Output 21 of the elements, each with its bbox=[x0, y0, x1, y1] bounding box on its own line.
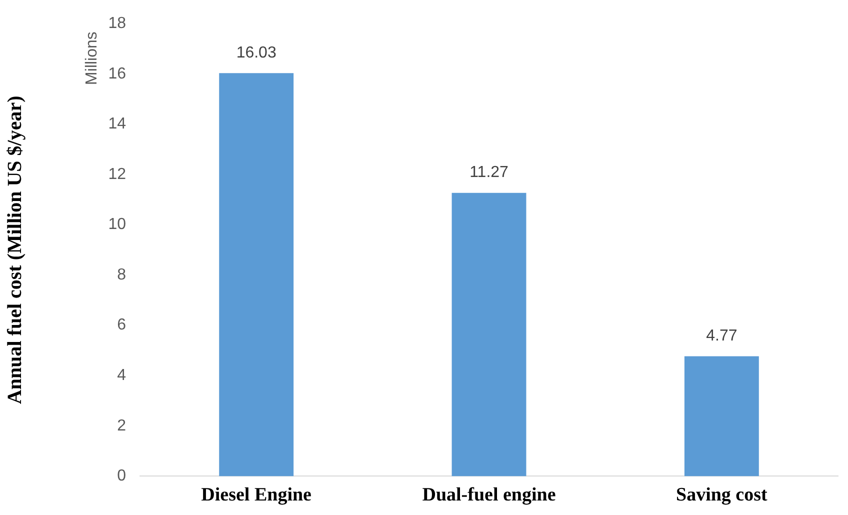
y-tick-label: 14 bbox=[108, 116, 126, 133]
data-label: 16.03 bbox=[236, 44, 276, 62]
x-tick-label: Saving cost bbox=[676, 484, 768, 506]
bar bbox=[452, 192, 526, 476]
y-axis-title: Annual fuel cost (Million US $/year) bbox=[4, 96, 26, 404]
y-tick-label: 18 bbox=[108, 15, 126, 32]
data-label: 11.27 bbox=[470, 164, 509, 182]
bar bbox=[219, 73, 294, 476]
y-tick-label: 12 bbox=[108, 166, 126, 183]
y-tick-label: 10 bbox=[108, 216, 126, 234]
text: Millions bbox=[83, 32, 100, 85]
data-label: 4.77 bbox=[706, 328, 738, 345]
y-tick-label: 16 bbox=[108, 65, 126, 82]
y-tick-label: 6 bbox=[117, 316, 126, 334]
y-tick-label: 4 bbox=[117, 367, 126, 384]
x-tick-label: Dual-fuel engine bbox=[422, 484, 556, 506]
x-tick-label: Diesel Engine bbox=[201, 484, 312, 506]
y-tick-label: 8 bbox=[117, 266, 126, 284]
bar bbox=[684, 356, 759, 476]
y-tick-label: 0 bbox=[117, 468, 126, 485]
y-tick-label: 2 bbox=[117, 417, 126, 434]
